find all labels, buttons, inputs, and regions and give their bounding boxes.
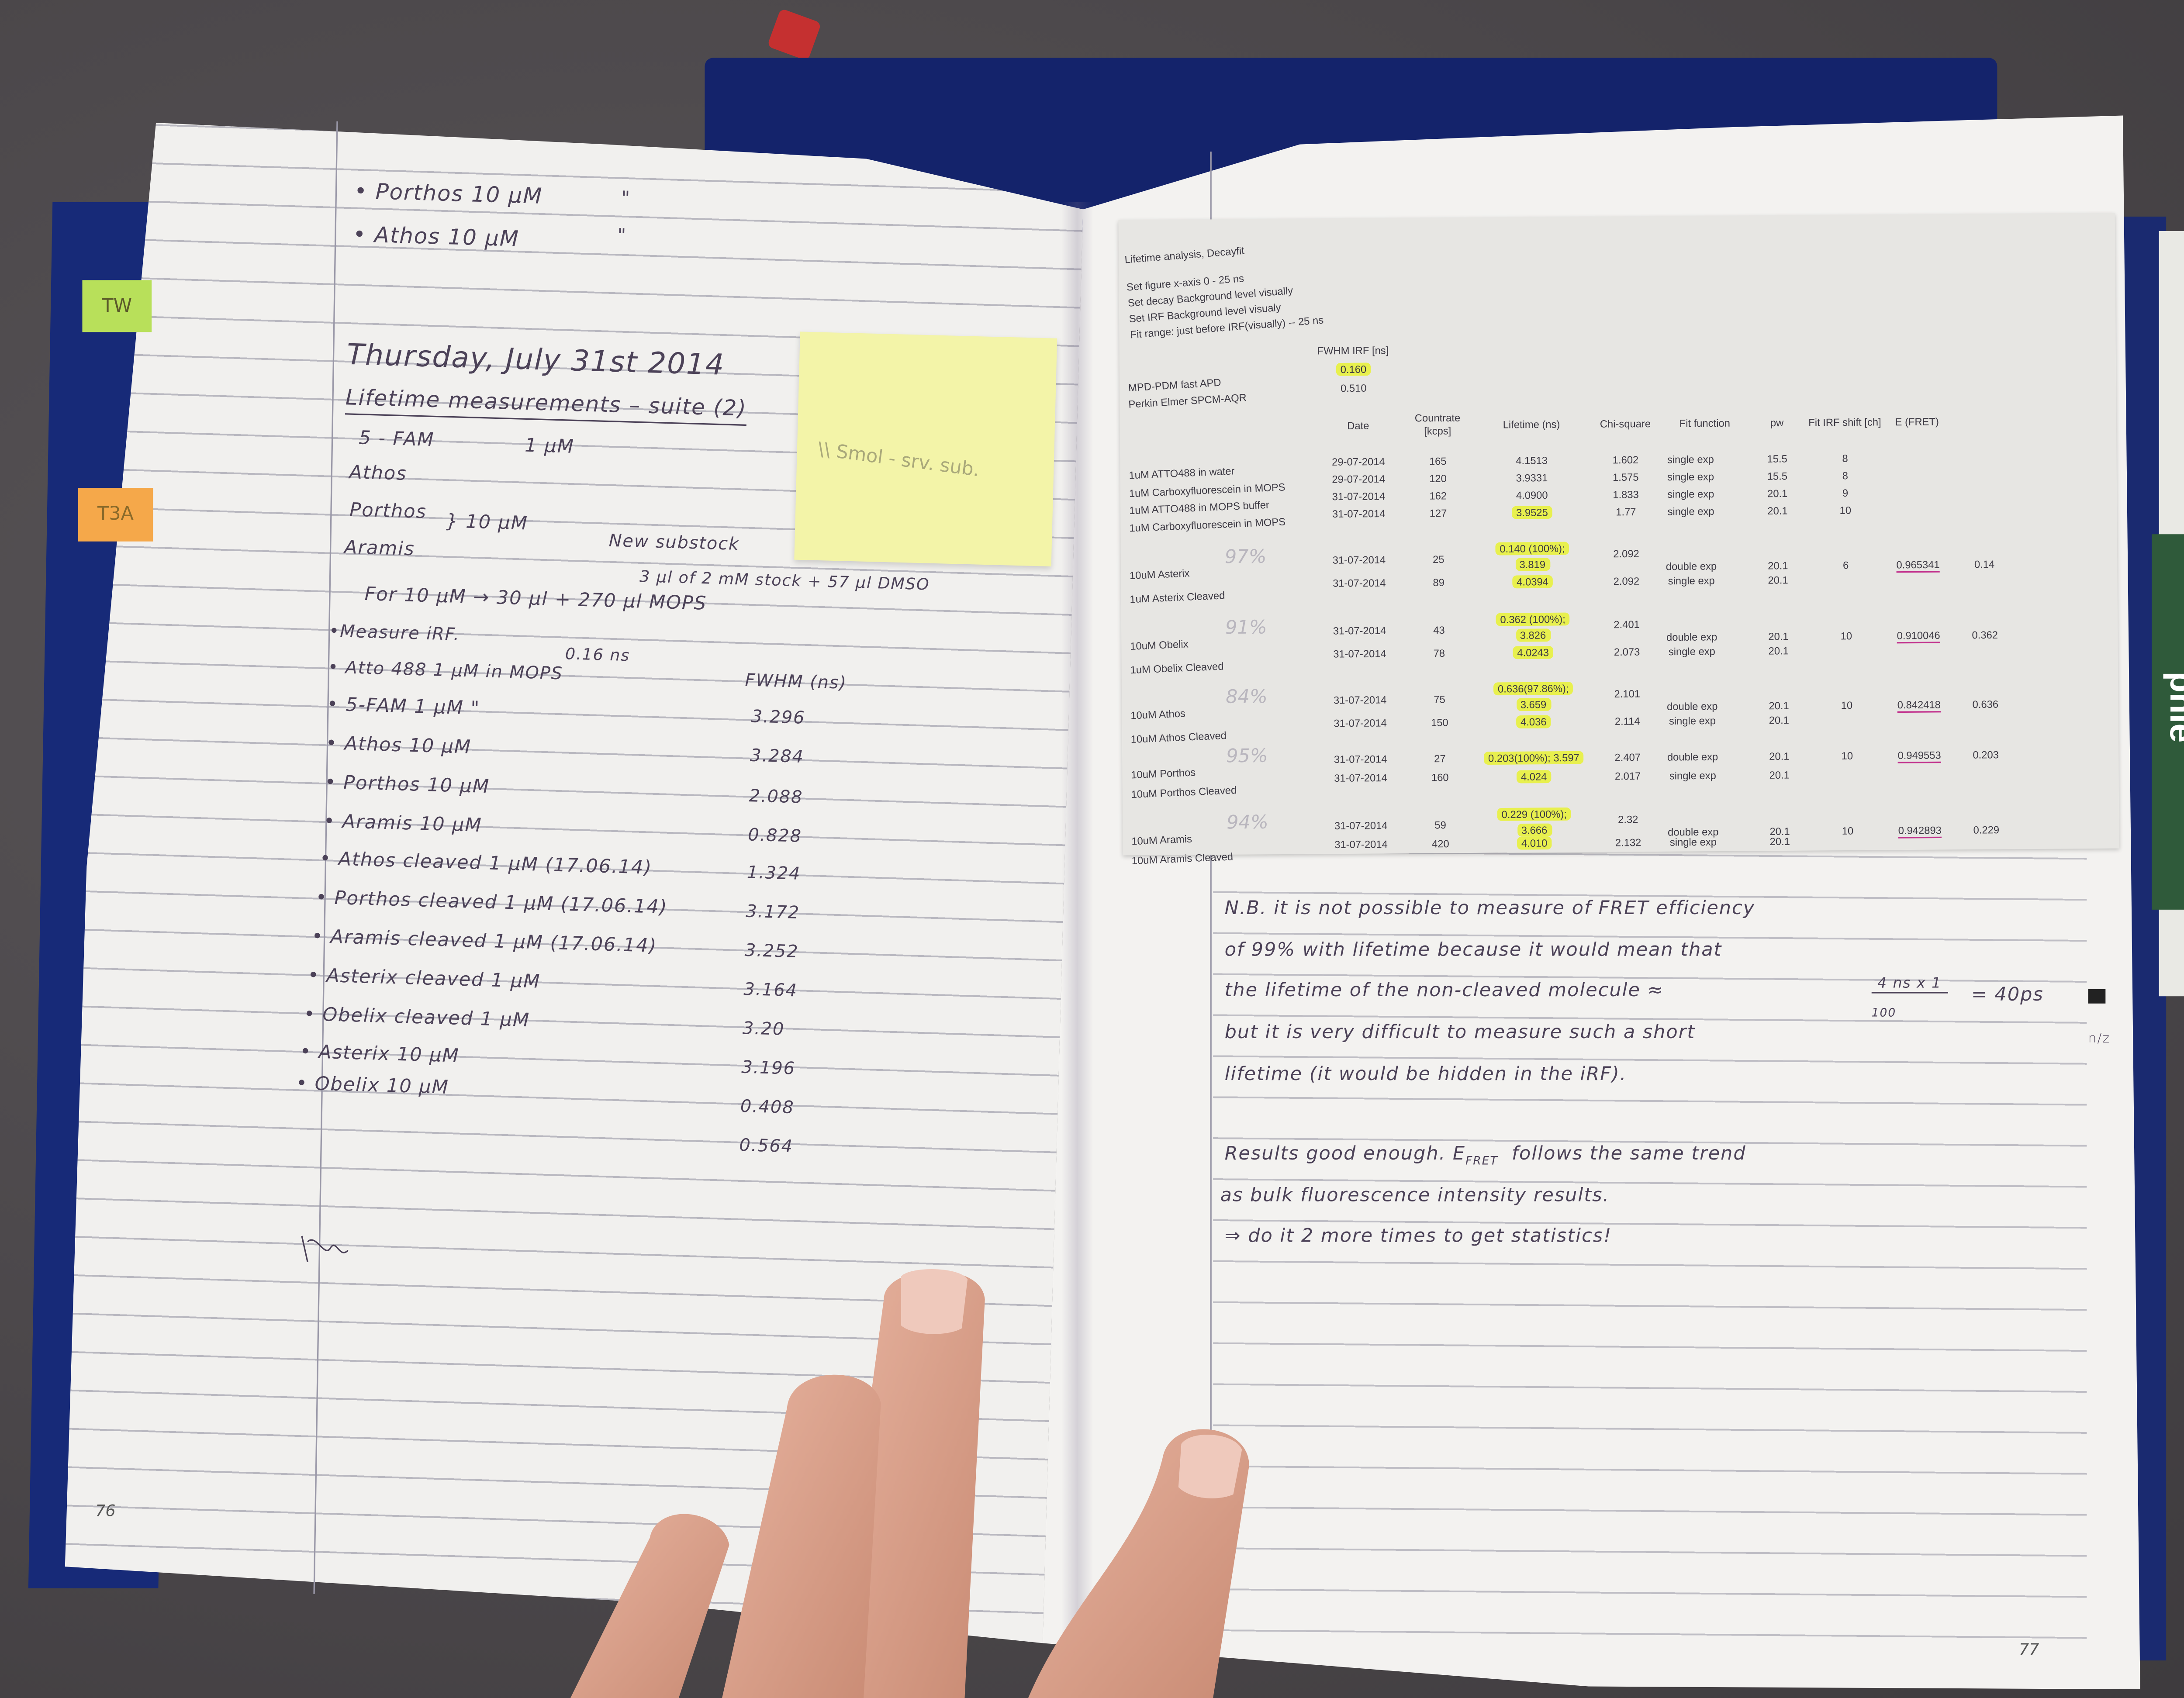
note-line: but it is very difficult to measure such… bbox=[1224, 1022, 1696, 1044]
margin-mark bbox=[2088, 989, 2106, 1004]
index-fingernail bbox=[901, 1269, 968, 1334]
index-tab-tw[interactable]: TW bbox=[82, 280, 152, 332]
fraction-denominator: 100 bbox=[1871, 1006, 1897, 1020]
note-line: as bulk fluorescence intensity results. bbox=[1220, 1185, 1610, 1207]
green-book: phie bbox=[2152, 534, 2184, 910]
page-number-right: 77 bbox=[2018, 1640, 2039, 1659]
ring-finger bbox=[570, 1514, 729, 1698]
gutter-shadow bbox=[1061, 202, 1093, 1646]
note-line: N.B. it is not possible to measure of FR… bbox=[1224, 898, 1755, 920]
thumb bbox=[1028, 1429, 1249, 1698]
results-text: Results good enough. E bbox=[1224, 1143, 1466, 1166]
thumb-nail bbox=[1178, 1434, 1242, 1498]
fraction-result: = 40ps bbox=[1971, 984, 2044, 1007]
fret-subscript: FRET bbox=[1465, 1154, 1498, 1168]
note-line: of 99% with lifetime because it would me… bbox=[1224, 940, 1722, 962]
note-line: ⇒ do it 2 more times to get statistics! bbox=[1224, 1225, 1612, 1248]
margin-label: n/z bbox=[2088, 1032, 2111, 1047]
note-line: the lifetime of the non-cleaved molecule… bbox=[1224, 980, 1664, 1002]
signature bbox=[301, 1236, 349, 1262]
note-line: lifetime (it would be hidden in the iRF)… bbox=[1224, 1064, 1627, 1086]
index-tab-t3a[interactable]: T3A bbox=[78, 488, 153, 542]
page-number-left: 76 bbox=[95, 1501, 116, 1521]
results-text-2: follows the same trend bbox=[1511, 1143, 1746, 1166]
right-margin-line bbox=[1210, 152, 1212, 1661]
note-line: Results good enough. EFRET follows the s… bbox=[1225, 1143, 1746, 1167]
fraction-numerator: 4 ns x 1 bbox=[1871, 976, 1948, 994]
middle-finger bbox=[722, 1374, 881, 1698]
